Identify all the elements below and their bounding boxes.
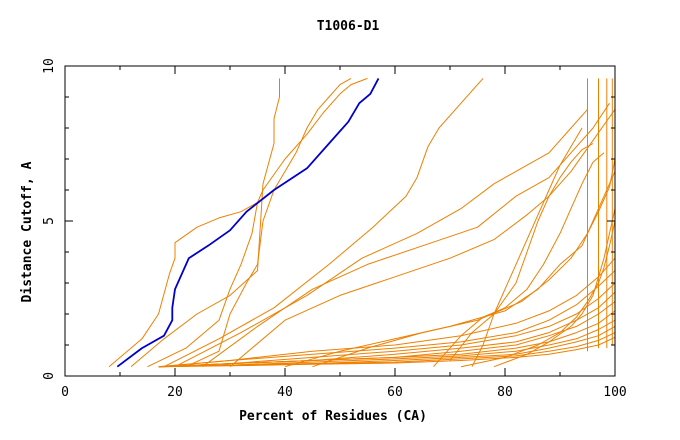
series-line-4 — [185, 77, 352, 368]
series-line-22 — [158, 332, 616, 368]
series-layer — [108, 77, 616, 368]
y-tick-label: 10 — [42, 58, 57, 74]
series-line-14 — [158, 257, 616, 368]
series-line-24 — [460, 220, 616, 368]
y-tick-label: 0 — [42, 372, 57, 380]
y-tick-label: 5 — [42, 217, 57, 225]
series-line-19 — [158, 310, 616, 368]
chart-title: T1006-D1 — [317, 19, 380, 34]
series-line-9 — [471, 127, 583, 367]
series-line-5 — [163, 78, 484, 368]
series-line-1 — [108, 201, 258, 368]
series-line-17 — [158, 291, 616, 368]
series-line-7 — [202, 102, 610, 368]
series-line-13 — [312, 158, 616, 368]
plot-frame — [64, 65, 616, 377]
x-tick-label: 20 — [167, 385, 183, 400]
x-tick-label: 40 — [277, 385, 293, 400]
series-line-10 — [449, 143, 594, 361]
series-line-11 — [433, 152, 605, 368]
series-line-6 — [174, 109, 588, 368]
highlight-line — [116, 77, 380, 368]
highlight-layer — [116, 77, 380, 368]
x-tick-label: 0 — [61, 385, 69, 400]
y-axis-label: Distance Cutoff, A — [20, 161, 35, 302]
series-line-3 — [147, 77, 368, 368]
x-tick-label: 100 — [603, 385, 626, 400]
x-tick-label: 80 — [497, 385, 513, 400]
series-line-8 — [229, 109, 616, 368]
x-tick-label: 60 — [387, 385, 403, 400]
tick-layer: 0 20 40 60 80 100 0 5 10 — [42, 58, 627, 400]
series-line-2 — [130, 78, 280, 368]
x-axis-label: Percent of Residues (CA) — [239, 409, 427, 424]
